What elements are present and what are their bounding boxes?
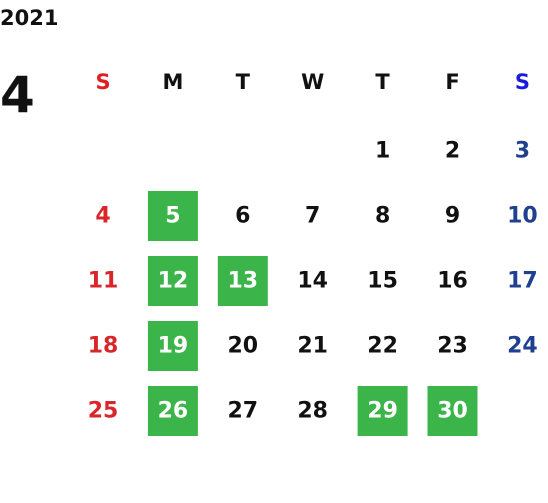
day-number: 1 bbox=[375, 139, 390, 164]
day-number: 15 bbox=[367, 269, 398, 294]
day-number: 29 bbox=[367, 399, 398, 424]
year: 2021 bbox=[0, 6, 58, 30]
weekday-label: S bbox=[95, 70, 110, 94]
day-number: 13 bbox=[227, 269, 258, 294]
day-number: 17 bbox=[507, 269, 538, 294]
day-number: 27 bbox=[227, 399, 258, 424]
day-number: 20 bbox=[227, 334, 258, 359]
weekday-label: M bbox=[162, 70, 183, 94]
day-number: 16 bbox=[437, 269, 468, 294]
day-number: 23 bbox=[437, 334, 468, 359]
highlight bbox=[147, 386, 198, 436]
weekday-label: S bbox=[515, 70, 530, 94]
day-number: 4 bbox=[95, 204, 110, 229]
day-number: 24 bbox=[507, 334, 538, 359]
highlight bbox=[147, 256, 198, 306]
day-number: 5 bbox=[165, 204, 180, 229]
day-number: 11 bbox=[88, 269, 119, 294]
highlight bbox=[427, 386, 478, 436]
day-number: 8 bbox=[375, 204, 390, 229]
day-number: 30 bbox=[437, 399, 468, 424]
weekday-label: T bbox=[236, 70, 251, 94]
day-number: 19 bbox=[158, 334, 189, 359]
day-number: 9 bbox=[445, 204, 460, 229]
day-number: 28 bbox=[297, 399, 328, 424]
day-number: 25 bbox=[88, 399, 119, 424]
weekday-label: W bbox=[301, 70, 324, 94]
day-number: 3 bbox=[515, 139, 530, 164]
highlight bbox=[147, 321, 198, 371]
day-number: 7 bbox=[305, 204, 320, 229]
day-number: 22 bbox=[367, 334, 398, 359]
day-number: 6 bbox=[235, 204, 250, 229]
day-number: 10 bbox=[507, 204, 538, 229]
weekday-label: T bbox=[375, 70, 390, 94]
day-number: 26 bbox=[158, 399, 189, 424]
month: 4 bbox=[0, 66, 35, 124]
day-number: 18 bbox=[88, 334, 119, 359]
day-number: 21 bbox=[297, 334, 328, 359]
day-number: 2 bbox=[445, 139, 460, 164]
highlight bbox=[357, 386, 408, 436]
day-number: 14 bbox=[297, 269, 328, 294]
weekday-label: F bbox=[445, 70, 459, 94]
day-number: 12 bbox=[158, 269, 189, 294]
highlight bbox=[217, 256, 268, 306]
highlight bbox=[147, 191, 198, 241]
